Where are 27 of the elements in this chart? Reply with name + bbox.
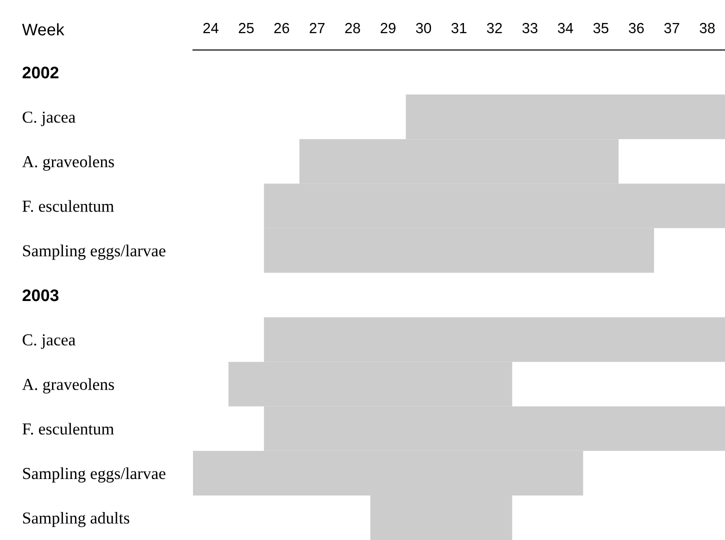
y-tick-label: 2003 bbox=[22, 289, 58, 302]
x-tick-label: 32 bbox=[486, 22, 502, 34]
x-tick-label: 35 bbox=[593, 22, 608, 34]
x-tick-label: 37 bbox=[664, 22, 680, 34]
y-tick-label: A. graveolens bbox=[22, 378, 114, 394]
x-tick-label: 28 bbox=[345, 22, 360, 34]
x-tick-label: 24 bbox=[203, 22, 218, 34]
y-tick-label: Sampling adults bbox=[23, 512, 130, 528]
y-tick-label: C. jacea bbox=[22, 334, 76, 349]
x-tick-label: 25 bbox=[238, 22, 254, 34]
x-tick-label: 29 bbox=[380, 22, 396, 34]
y-tick-label: Sampling eggs/larvae bbox=[23, 244, 166, 260]
x-tick-label: 36 bbox=[628, 22, 644, 34]
x-tick-label: 31 bbox=[451, 22, 466, 34]
x-axis-title: Week bbox=[22, 23, 64, 36]
x-tick-label: 38 bbox=[700, 22, 715, 34]
y-tick-label: F. esculentum bbox=[22, 422, 114, 435]
y-tick-label: A. graveolens bbox=[22, 156, 114, 171]
y-tick-label: 2002 bbox=[22, 66, 58, 78]
y-tick-label: F. esculentum bbox=[22, 200, 114, 212]
x-tick-label: 30 bbox=[416, 22, 432, 34]
y-tick-label: C. jacea bbox=[22, 112, 76, 126]
x-tick-label: 26 bbox=[274, 22, 290, 34]
x-tick-label: 34 bbox=[558, 22, 574, 34]
x-tick-label: 27 bbox=[310, 22, 325, 34]
x-tick-label: 33 bbox=[522, 22, 538, 34]
y-tick-label: Sampling eggs/larvae bbox=[23, 467, 166, 483]
